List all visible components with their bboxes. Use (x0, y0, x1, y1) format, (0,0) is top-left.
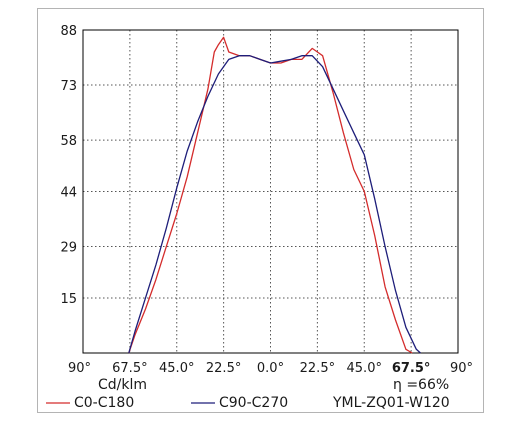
legend-label-c90-c270: C90-C270 (219, 395, 288, 411)
y-tick-label: 88 (60, 24, 77, 39)
x-tick-label: 90° (68, 361, 91, 376)
x-tick-label: 67.5° (392, 361, 431, 376)
x-tick-label: 45.0° (347, 361, 382, 376)
unit-label: Cd/klm (98, 377, 147, 393)
photometric-chart: 88 73 58 44 29 15 90° 67.5° 45.0° 22.5° 0.0° 22.5° 4… (46, 24, 473, 411)
y-tick-label: 44 (60, 186, 77, 201)
x-tick-label: 22.5° (300, 361, 335, 376)
plot-border (82, 29, 459, 354)
legend-label-c0-c180: C0-C180 (74, 395, 134, 411)
efficiency-label: η =66% (393, 377, 449, 393)
x-tick-label: 0.0° (257, 361, 284, 376)
model-label: YML-ZQ01-W120 (332, 395, 450, 411)
y-tick-label: 15 (60, 292, 77, 307)
chart-frame: 88 73 58 44 29 15 90° 67.5° 45.0° 22.5° 0.0° 22.5° 4… (37, 8, 484, 413)
x-tick-label: 45.0° (159, 361, 194, 376)
series-line-c90-c270 (128, 55, 421, 354)
y-tick-label: 29 (60, 241, 77, 256)
y-tick-label: 58 (60, 134, 77, 149)
x-tick-label: 90° (450, 361, 473, 376)
x-tick-label: 67.5° (112, 361, 147, 376)
x-tick-label: 22.5° (206, 361, 241, 376)
y-tick-label: 73 (60, 79, 77, 94)
